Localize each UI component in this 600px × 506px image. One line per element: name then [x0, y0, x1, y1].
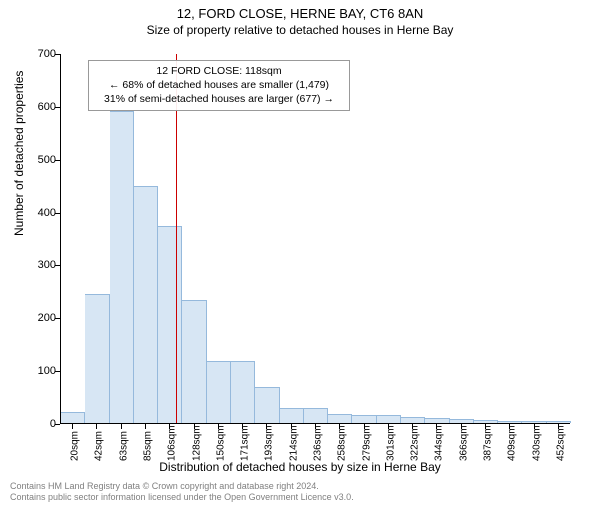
y-tick-mark	[55, 318, 60, 319]
y-tick-mark	[55, 424, 60, 425]
y-tick-label: 700	[20, 48, 56, 60]
x-tick-label: 387sqm	[483, 425, 494, 461]
page-subtitle: Size of property relative to detached ho…	[0, 23, 600, 37]
histogram-bar	[425, 418, 449, 423]
x-tick-label: 128sqm	[191, 425, 202, 461]
x-tick-mark	[534, 424, 535, 429]
y-tick-label: 300	[20, 259, 56, 271]
histogram-bar	[134, 186, 158, 423]
x-tick-label: 236sqm	[313, 425, 324, 461]
y-tick-label: 200	[20, 312, 56, 324]
x-tick-mark	[461, 424, 462, 429]
y-tick-mark	[55, 54, 60, 55]
x-tick-mark	[194, 424, 195, 429]
x-tick-mark	[388, 424, 389, 429]
histogram-bar	[207, 361, 231, 423]
bottom-caption: Distribution of detached houses by size …	[0, 460, 600, 474]
x-tick-mark	[364, 424, 365, 429]
x-tick-label: 150sqm	[215, 425, 226, 461]
x-tick-mark	[96, 424, 97, 429]
x-tick-label: 344sqm	[434, 425, 445, 461]
info-box: 12 FORD CLOSE: 118sqm ← 68% of detached …	[88, 60, 350, 111]
histogram-bar	[61, 412, 85, 423]
histogram-bar	[304, 408, 328, 423]
y-tick-label: 500	[20, 154, 56, 166]
x-tick-mark	[145, 424, 146, 429]
y-tick-mark	[55, 107, 60, 108]
histogram-bar	[522, 421, 546, 423]
credits-line-2: Contains public sector information licen…	[10, 492, 354, 503]
x-tick-label: 322sqm	[410, 425, 421, 461]
x-tick-mark	[72, 424, 73, 429]
x-tick-label: 214sqm	[288, 425, 299, 461]
x-tick-mark	[412, 424, 413, 429]
x-tick-label: 85sqm	[143, 431, 154, 461]
histogram-bar	[255, 387, 279, 423]
x-tick-mark	[169, 424, 170, 429]
histogram-bar	[231, 361, 255, 423]
x-tick-mark	[485, 424, 486, 429]
x-tick-label: 366sqm	[458, 425, 469, 461]
x-tick-label: 63sqm	[118, 431, 129, 461]
y-tick-mark	[55, 371, 60, 372]
y-tick-label: 600	[20, 101, 56, 113]
histogram-bar	[474, 420, 498, 423]
y-tick-mark	[55, 213, 60, 214]
histogram-bar	[110, 111, 134, 423]
x-tick-label: 301sqm	[385, 425, 396, 461]
x-tick-label: 171sqm	[240, 425, 251, 461]
credits-line-1: Contains HM Land Registry data © Crown c…	[10, 481, 354, 492]
x-tick-label: 42sqm	[94, 431, 105, 461]
x-tick-mark	[436, 424, 437, 429]
x-tick-mark	[291, 424, 292, 429]
x-tick-mark	[509, 424, 510, 429]
x-tick-label: 258sqm	[337, 425, 348, 461]
histogram-bar	[450, 419, 474, 423]
x-tick-label: 279sqm	[361, 425, 372, 461]
page-title: 12, FORD CLOSE, HERNE BAY, CT6 8AN	[0, 6, 600, 21]
x-tick-mark	[121, 424, 122, 429]
histogram-bar	[498, 421, 522, 423]
histogram-bar	[182, 300, 206, 423]
x-tick-label: 430sqm	[531, 425, 542, 461]
x-tick-label: 106sqm	[167, 425, 178, 461]
histogram-bar	[280, 408, 304, 423]
x-tick-label: 409sqm	[507, 425, 518, 461]
x-tick-label: 20sqm	[70, 431, 81, 461]
y-tick-label: 100	[20, 365, 56, 377]
info-line-3: 31% of semi-detached houses are larger (…	[96, 92, 342, 106]
histogram-bar	[352, 415, 376, 423]
info-line-2: ← 68% of detached houses are smaller (1,…	[96, 78, 342, 92]
x-tick-mark	[558, 424, 559, 429]
y-tick-label: 0	[20, 418, 56, 430]
y-tick-label: 400	[20, 207, 56, 219]
histogram-bar	[547, 421, 571, 423]
histogram-bar	[85, 294, 109, 424]
histogram-bar	[158, 226, 182, 423]
y-tick-mark	[55, 160, 60, 161]
info-line-1: 12 FORD CLOSE: 118sqm	[96, 64, 342, 78]
x-tick-mark	[315, 424, 316, 429]
x-tick-mark	[266, 424, 267, 429]
x-tick-mark	[242, 424, 243, 429]
x-tick-mark	[218, 424, 219, 429]
histogram-bar	[328, 414, 352, 424]
histogram-bar	[401, 417, 425, 423]
histogram-bar	[377, 415, 401, 423]
x-tick-label: 193sqm	[264, 425, 275, 461]
x-tick-label: 452sqm	[555, 425, 566, 461]
y-tick-mark	[55, 265, 60, 266]
x-tick-mark	[339, 424, 340, 429]
